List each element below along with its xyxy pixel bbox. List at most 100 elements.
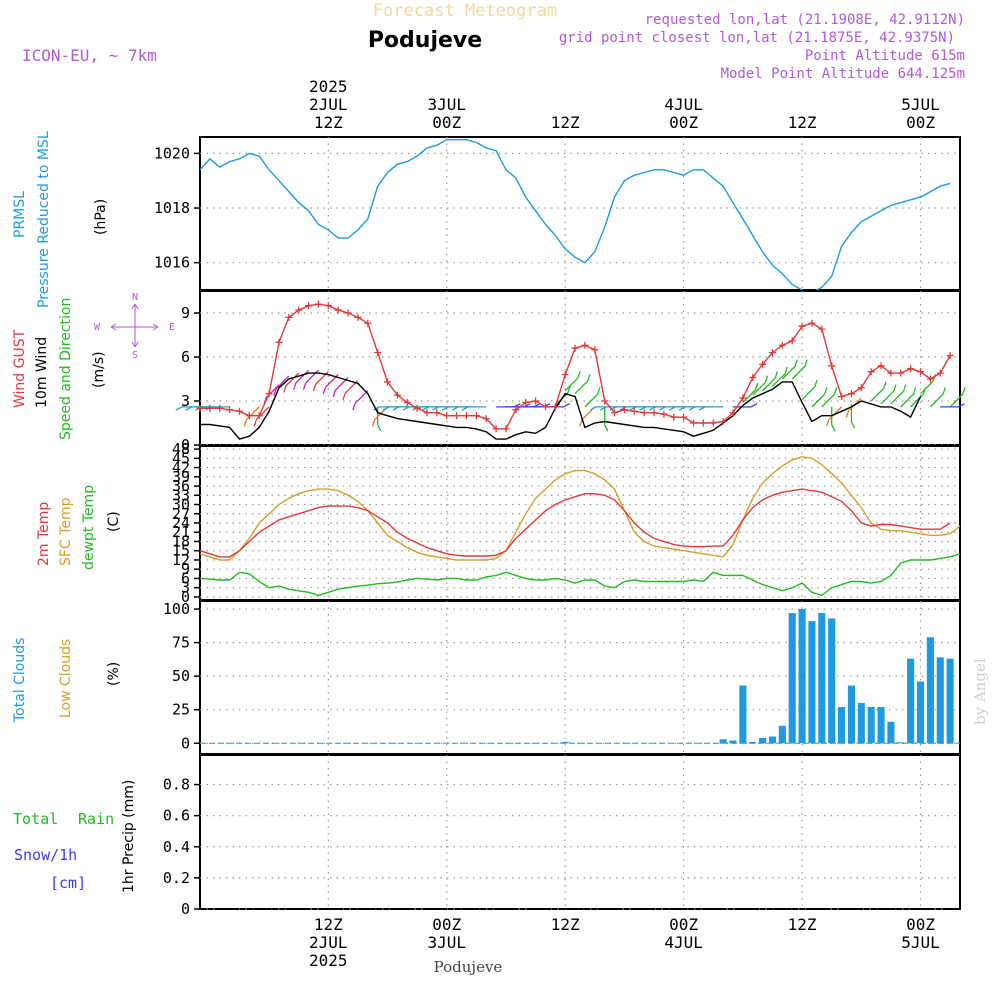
clouds-unit-label: (%) [106,662,122,686]
cloud-bar [887,721,895,744]
top-axis-label: 3JUL [427,95,466,114]
precip-rain-label: Rain [78,810,114,828]
gust-marker [265,390,273,398]
precip-cm-label: [cm] [50,874,86,892]
wind-barb-flag [273,388,277,396]
wind-barb [821,387,838,408]
bottom-axis-label: 2025 [309,951,348,970]
wind-barb-flag [377,424,382,432]
gust-marker [314,300,322,308]
y-tick-label: 100 [163,600,190,618]
gust-marker [551,403,559,411]
cloud-bar [946,658,954,744]
wind-barb [801,379,818,400]
wind-barb [870,381,887,402]
cloud-bar [907,658,915,744]
gust-marker [196,404,204,412]
gust-marker [235,407,243,415]
gust-marker [788,337,796,345]
wind-barb-flag [563,403,570,408]
cloud-bar [719,739,727,744]
wind-barb-flag [754,382,759,390]
clouds-panel: 0 25 50 75 100 [163,600,961,755]
gust-marker [640,409,648,417]
gust-marker [541,403,549,411]
wind-barb-shaft [821,393,836,408]
wind-barb-flag [659,406,666,411]
total-clouds-label: Total Clouds [12,638,28,723]
wind-barb-flag [579,419,583,427]
gust-marker [482,415,490,423]
y-tick-label: 75 [172,634,190,652]
wind-barb-shaft [811,393,826,408]
wind-barb-flag [774,371,779,379]
gust-marker [936,369,944,377]
precip-total-label: Total [13,810,58,828]
wind-barb-flag [590,406,597,411]
gust-marker [650,409,658,417]
wind-barb-flag [957,403,965,408]
y-tick-label: 36 [172,477,190,495]
gust-marker [620,406,628,414]
precip-unit-label: 1hr Precip (mm) [121,780,137,893]
y-tick-label: 6 [181,348,190,366]
gust-marker [828,362,836,370]
wind-barb-shaft [285,372,300,387]
wind-barb-flag [283,385,287,393]
cloud-bar [759,737,767,744]
cloud-bar [926,637,934,744]
gust-marker [917,368,925,376]
precipitation-panel: 0 0.2 0.4 0.6 0.8 [163,754,961,918]
wind-barb-flag [668,406,676,411]
top-axis-label: 2025 [309,77,348,96]
wind-barb [742,382,759,403]
wind-barb-flag [639,406,647,411]
cloud-bar [729,740,737,744]
wind-barb-flag [441,406,449,411]
dewpt-label: dewpt Temp [81,485,97,570]
y-tick-label: 50 [172,667,190,685]
gust-marker [433,409,441,417]
gust-marker [719,418,727,426]
clouds-frame [199,600,961,755]
y-tick-label: 0 [181,900,190,918]
y-tick-label: 15 [172,542,190,560]
cloud-bar [857,703,865,744]
wind-barb-flag [253,419,257,427]
gust-marker [502,425,510,433]
y-tick-label: 21 [172,523,190,541]
y-tick-label: 9 [181,304,190,322]
gust-marker [630,407,638,415]
bottom-axis-label: 00Z [669,915,698,934]
y-tick-label: 18 [172,532,190,550]
wind-barb-flag [302,382,307,390]
wind-barb-flag [432,406,439,411]
bottom-axis-label: 2JUL [309,933,348,952]
cloud-bar [877,707,885,744]
cloud-bar [847,685,855,744]
wind-barb-flag [342,392,346,401]
wind-barb-flag [678,406,686,411]
gust-marker [690,419,698,427]
wind-barb [293,369,310,390]
wind-barb-flag [599,406,607,411]
wind-barb [781,359,798,380]
wind-barb-flag [587,374,591,382]
cloud-bar [778,725,786,744]
compass-cross-icon [110,303,159,348]
top-axis-label: 12Z [551,113,580,132]
wind-barb-flag [382,406,390,411]
gust-marker [611,409,619,417]
top-axis-label: 00Z [432,113,461,132]
y-tick-label: 1016 [154,254,190,272]
gust-marker [492,425,500,433]
wind-barb-flag [833,387,838,395]
y-tick-label: 48 [172,440,190,458]
wind-barb-flag [794,359,798,367]
wind-barb-shaft [920,380,934,395]
gust-marker [867,368,875,376]
tsfc-label: SFC Temp [58,497,74,566]
gust-marker [739,394,747,402]
